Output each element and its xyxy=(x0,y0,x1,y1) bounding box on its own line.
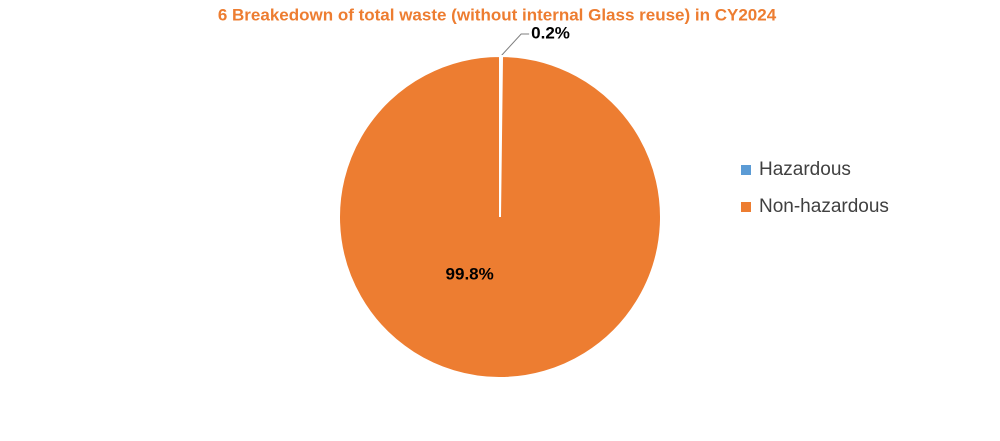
leader-line xyxy=(500,33,530,57)
data-label: 0.2% xyxy=(531,23,570,42)
pie-slice xyxy=(338,54,662,379)
legend-swatch xyxy=(741,165,751,175)
chart-title: 6 Breakedown of total waste (without int… xyxy=(218,5,777,24)
legend-label: Hazardous xyxy=(759,159,851,180)
legend-swatch xyxy=(741,202,751,212)
data-label: 99.8% xyxy=(446,264,494,283)
legend-label: Non-hazardous xyxy=(759,196,889,217)
